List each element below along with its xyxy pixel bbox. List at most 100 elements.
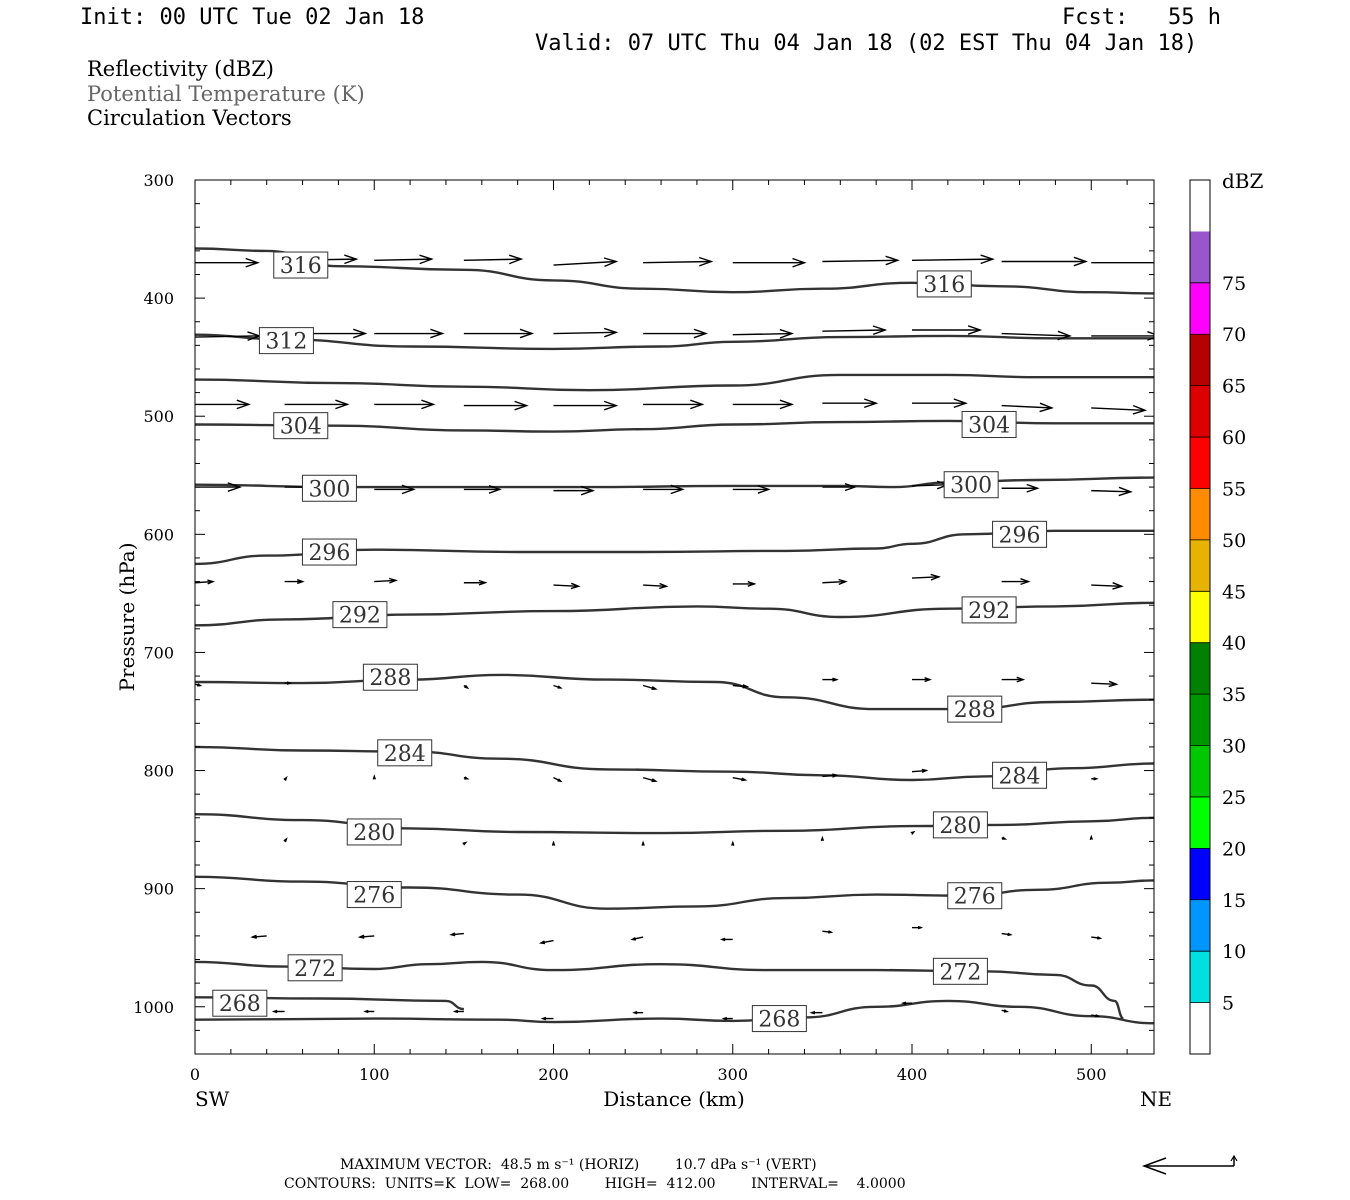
vector-shaft (911, 258, 993, 262)
y-tick-label: 500 (143, 407, 174, 426)
vector-head (580, 485, 596, 496)
circulation-vector (538, 939, 554, 945)
vector-shaft (451, 932, 464, 936)
colorbar-segment (1190, 951, 1210, 1003)
circulation-vector (822, 255, 900, 266)
vector-head (1095, 1014, 1101, 1018)
circulation-vector (551, 840, 556, 846)
circulation-vector (553, 327, 619, 338)
contour-label-box (943, 471, 999, 499)
vector-head (401, 484, 416, 495)
vector-head (792, 257, 807, 268)
vector-head (462, 841, 468, 846)
vector-head (540, 1016, 547, 1021)
contour-info-note: CONTOURS: UNITS=K LOW= 268.00 HIGH= 412.… (284, 1176, 906, 1192)
vector-head (690, 399, 705, 410)
vector-head (863, 398, 879, 409)
circulation-vector (463, 254, 524, 265)
plot-frame (194, 179, 1155, 1055)
contour-label-text: 316 (280, 254, 322, 279)
vector-shaft (822, 774, 837, 778)
circulation-vector (363, 1009, 375, 1014)
colorbar-tick-label: 5 (1222, 993, 1234, 1015)
colorbar-tick-label: 15 (1222, 890, 1246, 912)
vector-head (603, 257, 619, 268)
contour-label-300: 300 (301, 474, 357, 502)
vector-head (1165, 259, 1177, 267)
vector-head (421, 399, 436, 410)
vector-head (419, 254, 434, 265)
circulation-vector (822, 483, 857, 492)
colorbar: 5 10 15 20 25 30 35 40 45 50 55 60 65 70 75 (1189, 179, 1246, 1055)
vector-head (236, 399, 251, 410)
circulation-vector (1001, 256, 1089, 267)
sw-end-label: SW (195, 1087, 230, 1111)
circulation-vector (195, 257, 260, 268)
contour-label-box (377, 739, 433, 767)
vector-head (980, 254, 995, 265)
vector-head (924, 677, 932, 683)
circulation-vector (641, 840, 645, 846)
vector-head (953, 398, 968, 409)
contour-label-text: 268 (219, 992, 261, 1017)
vector-head (271, 1009, 278, 1014)
vector-shaft (252, 935, 267, 938)
circulation-vector (643, 328, 709, 339)
circulation-vector (822, 677, 839, 682)
vector-shaft (643, 584, 667, 587)
vector-head (742, 684, 750, 689)
contour-label-box (916, 270, 972, 298)
contour-label-304: 304 (273, 412, 329, 440)
vector-head (921, 768, 929, 774)
contour-label-box (301, 474, 357, 502)
circulation-vector (284, 681, 293, 685)
vector-shaft (553, 260, 617, 266)
vector-shaft (553, 584, 579, 587)
vector-head (719, 937, 726, 942)
vector-head (519, 328, 535, 339)
contour-label-292: 292 (961, 596, 1017, 624)
vector-head (197, 683, 203, 687)
circulation-vector (911, 573, 942, 581)
vector-head (1096, 936, 1103, 940)
field-reflectivity: Reflectivity (dBZ) (87, 57, 275, 81)
vector-head (967, 325, 983, 335)
colorbar-tick-label: 25 (1222, 787, 1246, 809)
x-axis-label: Distance (km) (603, 1087, 745, 1111)
circulation-vector (1091, 1014, 1101, 1018)
vector-head (1108, 680, 1119, 688)
circulation-vector (452, 1009, 464, 1014)
vector-head (721, 1016, 728, 1021)
y-tick-label: 700 (143, 643, 174, 662)
circulation-vector (822, 398, 879, 409)
contour-label-268: 268 (751, 1005, 807, 1033)
colorbar-segment (1190, 282, 1210, 335)
circulation-vector (719, 937, 733, 942)
vector-head (741, 777, 748, 782)
colorbar-tick-label: 55 (1222, 478, 1246, 500)
contour-layer (195, 247, 1154, 1025)
ne-end-label: NE (1140, 1087, 1172, 1111)
vector-head (514, 400, 529, 411)
ref-vert-head (1230, 1154, 1238, 1162)
circulation-vector (1001, 402, 1054, 413)
vector-head (900, 1001, 907, 1005)
circulation-vector (1091, 680, 1119, 688)
vector-shaft (195, 580, 213, 584)
colorbar-tick-label: 40 (1222, 633, 1246, 655)
circulation-vector (553, 257, 619, 268)
colorbar-segment (1190, 180, 1210, 232)
vector-head (283, 775, 288, 781)
contour-label-304: 304 (961, 410, 1017, 438)
circulation-vector (195, 482, 242, 492)
contour-label-text: 304 (280, 415, 322, 440)
circulation-vector (1001, 330, 1072, 341)
contour-label-288: 288 (947, 695, 1003, 723)
contour-label-272: 272 (932, 957, 988, 985)
vector-head (603, 400, 619, 411)
circulation-vector (374, 577, 398, 584)
circulation-vector (630, 936, 644, 941)
vector-head (698, 256, 714, 267)
colorbar-tick-label: 30 (1222, 736, 1246, 758)
